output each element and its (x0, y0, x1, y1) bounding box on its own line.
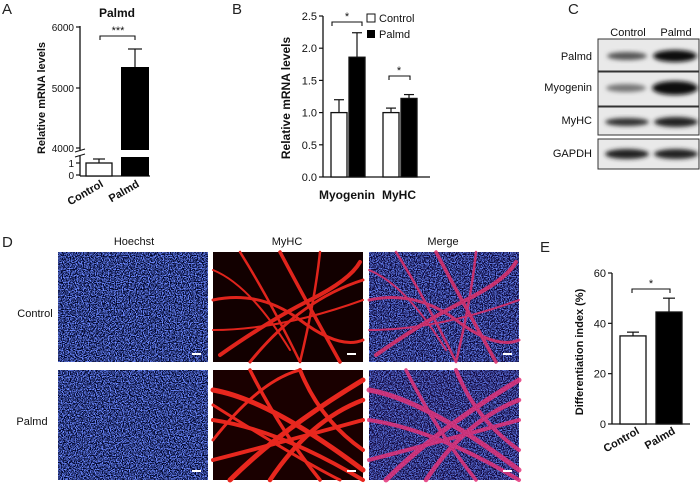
panel-a-tick-label: 5000 (52, 84, 75, 95)
panel-d-letter: D (2, 234, 13, 251)
panel-a-category-label: Palmd (107, 178, 142, 205)
panel-b-tick-label: 1.0 (302, 108, 317, 120)
scale-bar (503, 470, 512, 472)
panel-e-sig-label: * (649, 278, 654, 290)
panel-b-sig-label: * (397, 65, 402, 77)
blot-row-gapdh: GAPDH (553, 138, 700, 170)
micrograph-control-merge (367, 250, 521, 364)
panel-a-title: Palmd (99, 6, 135, 20)
panel-e-bar-palmd (655, 311, 683, 425)
blot-row-myogenin: Myogenin (544, 71, 700, 107)
panel-a-bar-control (85, 162, 113, 177)
panel-b-tick-label: 2.5 (302, 11, 317, 23)
blot-band-control (607, 52, 647, 60)
panel-b-sig-bracket (331, 21, 363, 26)
panel-d: D Hoechst MyHC Merge Control Palmd (2, 234, 522, 483)
panel-b-tick-label: 0.5 (302, 140, 317, 152)
panel-e-category-label: Control (602, 425, 642, 455)
blot-band-control (606, 84, 646, 92)
panel-e-ylabel: Differentiation index (%) (574, 288, 586, 415)
micrograph-palmd-hoechst (58, 370, 208, 480)
panel-b-sig-label: * (345, 11, 350, 23)
panel-c: C Control Palmd Palmd Myogenin MyHC GAPD… (544, 1, 700, 170)
panel-d-column-label: Hoechst (114, 236, 154, 248)
panel-a-ylabel: Relative mRNA levels (36, 42, 48, 154)
panel-d-column-label: Merge (427, 236, 458, 248)
blot-band-palmd (652, 81, 698, 95)
panel-b-tick-label: 1.5 (302, 75, 317, 87)
scale-bar (503, 353, 512, 355)
panel-a-category-label: Control (66, 178, 106, 208)
panel-e-tick-label: 60 (594, 268, 606, 280)
panel-d-column-label: MyHC (272, 236, 303, 248)
panel-d-row-label: Palmd (16, 416, 47, 428)
panel-b: B Relative mRNA levels 2.5 2.0 1.5 1.0 0.5 0.… (232, 1, 430, 202)
blot-row-label: GAPDH (553, 148, 592, 160)
panel-b-group-label: Myogenin (319, 188, 375, 202)
panel-b-bar-palmd-myogenin (348, 56, 366, 178)
blot-band-palmd (654, 117, 698, 127)
panel-a-tick-label: 1 (68, 159, 74, 170)
panel-e-sig-bracket (631, 288, 671, 293)
panel-b-group-label: MyHC (382, 188, 416, 202)
blot-row-myhc: MyHC (561, 106, 700, 136)
panel-e-tick-label: 20 (594, 369, 606, 381)
blot-band-palmd (653, 50, 697, 62)
scale-bar (192, 353, 201, 355)
panel-a-bar-palmd-upper (121, 67, 149, 150)
panel-d-row-label: Control (17, 308, 52, 320)
panel-b-bar-control-myhc (382, 111, 400, 178)
panel-e-category-label: Palmd (643, 425, 678, 452)
blot-row-palmd: Palmd (561, 38, 700, 72)
panel-a-tick-label: 4000 (52, 144, 75, 155)
blot-band-control (605, 149, 649, 159)
panel-a-tick-label: 0 (68, 171, 74, 182)
panel-e-bar-control (619, 335, 647, 425)
panel-b-bar-control-myogenin (330, 111, 348, 178)
blot-band-palmd (654, 149, 698, 159)
panel-a-sig-label: *** (112, 25, 126, 37)
panel-a-letter: A (2, 1, 12, 18)
blot-row-label: Palmd (561, 51, 592, 63)
micrograph-palmd-merge (366, 368, 522, 483)
panel-a: A Palmd Relative mRNA levels 6000 5000 4… (2, 1, 150, 208)
panel-b-legend-label: Control (379, 13, 414, 25)
panel-c-column-label: Control (610, 27, 645, 39)
panel-b-tick-label: 2.0 (302, 43, 317, 55)
panel-c-letter: C (568, 1, 579, 18)
panel-b-ylabel: Relative mRNA levels (279, 37, 293, 160)
panel-b-legend-swatch-palmd (367, 30, 375, 38)
panel-a-bar-palmd-lower (121, 157, 149, 176)
scale-bar (347, 470, 356, 472)
panel-b-letter: B (232, 1, 242, 18)
panel-e-tick-label: 40 (594, 318, 606, 330)
blot-row-label: MyHC (561, 115, 592, 127)
blot-row-label: Myogenin (544, 82, 592, 94)
panel-a-tick-label: 6000 (52, 23, 75, 34)
panel-c-column-label: Palmd (660, 27, 691, 39)
panel-e-letter: E (540, 239, 550, 256)
panel-a-sig-bracket (99, 35, 136, 40)
micrograph-control-myhc (211, 250, 365, 364)
blot-band-control (605, 118, 649, 126)
panel-a-break-mark (74, 148, 86, 153)
panel-e: E Differentiation index (%) 60 40 20 0 * Co… (540, 239, 690, 455)
panel-b-legend-swatch-control (366, 13, 376, 23)
panel-b-legend-label: Palmd (379, 29, 410, 41)
micrograph-control-hoechst (58, 252, 208, 362)
scale-bar (192, 470, 201, 472)
micrograph-palmd-myhc (210, 368, 366, 483)
scale-bar (347, 353, 356, 355)
panel-b-bar-palmd-myhc (400, 97, 418, 178)
panel-e-tick-label: 0 (600, 419, 606, 431)
panel-b-sig-bracket (388, 75, 411, 80)
panel-a-break-mark (74, 153, 86, 158)
panel-b-tick-label: 0.0 (302, 172, 317, 184)
